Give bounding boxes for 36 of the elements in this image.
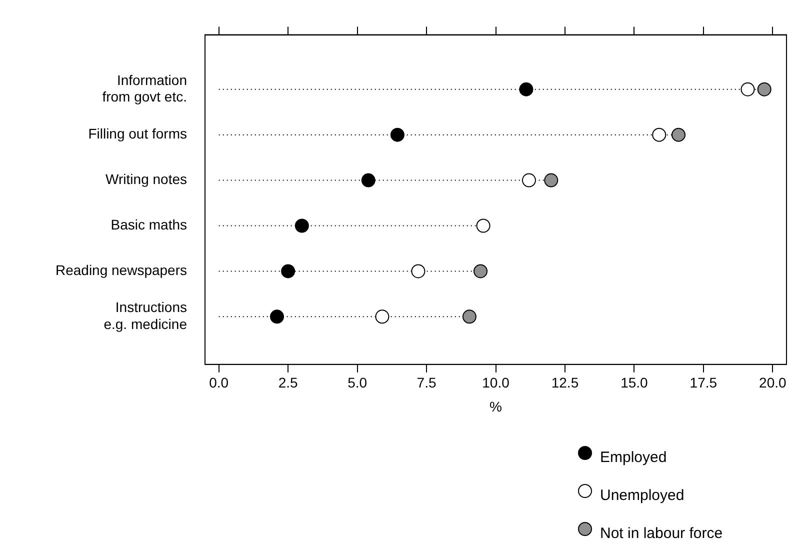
x-tick-label: 17.5 <box>690 374 718 391</box>
point <box>474 264 488 278</box>
point <box>462 310 476 324</box>
y-tick-label: Instructions e.g. medicine <box>104 299 188 332</box>
x-tick-label: 2.5 <box>278 374 298 391</box>
x-tick-label: 7.5 <box>416 374 436 391</box>
x-tick-label: 15.0 <box>620 374 648 391</box>
point <box>361 173 376 188</box>
point <box>390 128 404 142</box>
point <box>757 82 772 96</box>
point <box>740 82 755 96</box>
y-tick-label: Information from govt etc. <box>102 72 187 105</box>
y-tick-label: Writing notes <box>106 171 187 188</box>
point <box>270 310 284 324</box>
point <box>652 128 666 142</box>
point <box>411 264 426 278</box>
y-tick-label: Filling out forms <box>88 126 187 142</box>
x-tick-label: 10.0 <box>482 374 510 391</box>
point <box>476 218 490 233</box>
x-tick-label: 5.0 <box>348 374 368 391</box>
x-tick-label: 12.5 <box>551 374 579 391</box>
point <box>544 173 558 188</box>
point <box>281 264 296 278</box>
y-tick-label: Basic maths <box>110 216 187 233</box>
point <box>375 310 390 324</box>
point <box>519 82 534 96</box>
legend-label: Employed <box>600 448 667 466</box>
point <box>294 218 309 233</box>
legend-label: Not in labour force <box>600 524 723 542</box>
x-tick-label: 0.0 <box>209 374 229 391</box>
x-axis-title: % <box>490 398 502 414</box>
legend-label: Unemployed <box>600 486 684 504</box>
y-tick-label: Reading newspapers <box>55 262 187 278</box>
point <box>672 128 686 142</box>
point <box>522 173 536 188</box>
x-tick-label: 20.0 <box>759 374 786 391</box>
